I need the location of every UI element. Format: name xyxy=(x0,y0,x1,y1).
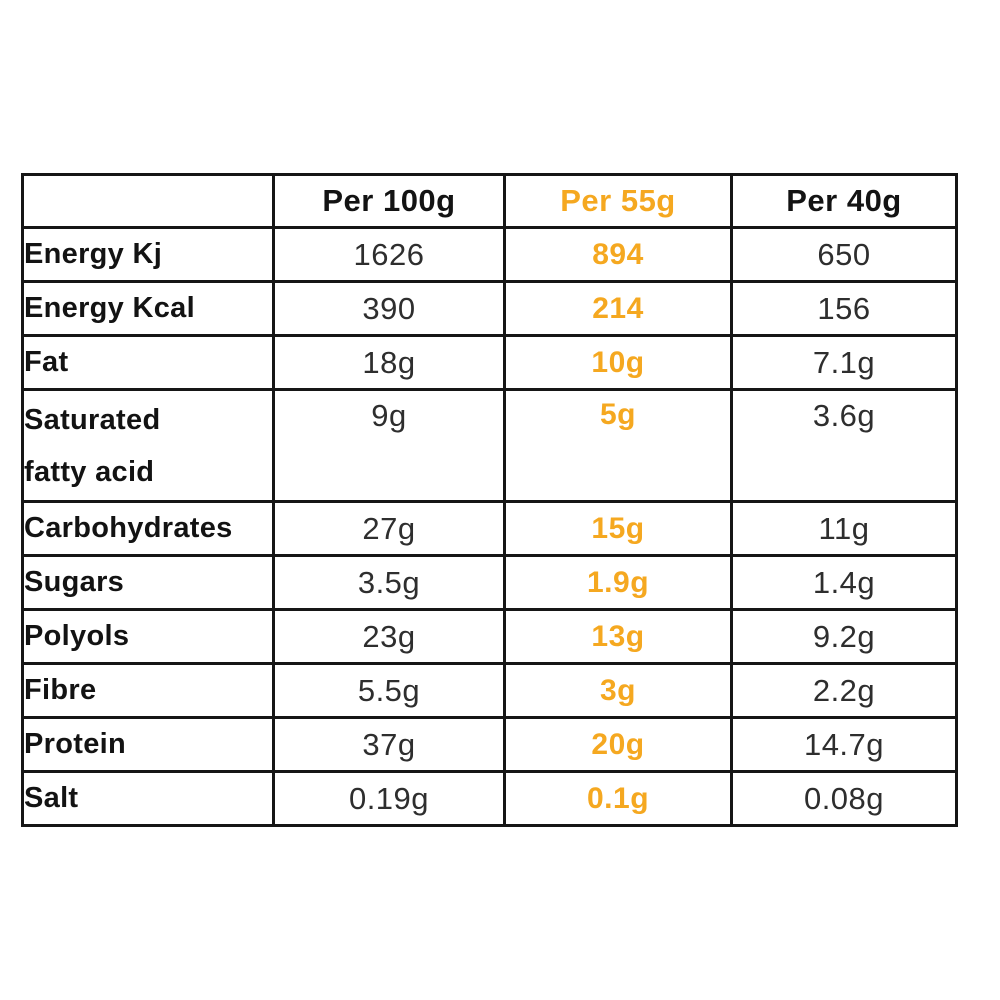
fat-per-100g: 18g xyxy=(272,334,506,391)
energy-kj-per-55g: 894 xyxy=(503,226,733,283)
energy-kcal-per-100g: 390 xyxy=(272,280,506,337)
header-per-55g: Per 55g xyxy=(503,173,733,229)
row-label-energy-kcal: Energy Kcal xyxy=(21,280,275,337)
polyols-per-40g: 9.2g xyxy=(730,608,958,665)
fibre-per-100g: 5.5g xyxy=(272,662,506,719)
row-fibre: Fibre 5.5g 3g 2.2g xyxy=(21,662,958,719)
fat-per-40g: 7.1g xyxy=(730,334,958,391)
row-carbohydrates: Carbohydrates 27g 15g 11g xyxy=(21,500,958,557)
row-label-carbohydrates: Carbohydrates xyxy=(21,500,275,557)
row-label-protein: Protein xyxy=(21,716,275,773)
carbohydrates-per-40g: 11g xyxy=(730,500,958,557)
row-label-salt: Salt xyxy=(21,770,275,827)
row-salt: Salt 0.19g 0.1g 0.08g xyxy=(21,770,958,827)
nutrition-table: Per 100g Per 55g Per 40g Energy Kj 1626 … xyxy=(21,173,958,827)
carbohydrates-per-100g: 27g xyxy=(272,500,506,557)
sugars-per-100g: 3.5g xyxy=(272,554,506,611)
header-per-100g: Per 100g xyxy=(272,173,506,229)
polyols-per-55g: 13g xyxy=(503,608,733,665)
row-energy-kcal: Energy Kcal 390 214 156 xyxy=(21,280,958,337)
header-row: Per 100g Per 55g Per 40g xyxy=(21,173,958,229)
protein-per-55g: 20g xyxy=(503,716,733,773)
header-empty-cell xyxy=(21,173,275,229)
row-saturated-fatty-acid: Saturated fatty acid 9g 5g 3.6g xyxy=(21,388,958,503)
protein-per-40g: 14.7g xyxy=(730,716,958,773)
row-label-fat: Fat xyxy=(21,334,275,391)
sugars-per-55g: 1.9g xyxy=(503,554,733,611)
fat-per-55g: 10g xyxy=(503,334,733,391)
energy-kj-per-40g: 650 xyxy=(730,226,958,283)
row-label-sugars: Sugars xyxy=(21,554,275,611)
saturated-fatty-acid-per-100g: 9g xyxy=(272,388,506,503)
energy-kcal-per-55g: 214 xyxy=(503,280,733,337)
header-per-40g: Per 40g xyxy=(730,173,958,229)
fibre-per-55g: 3g xyxy=(503,662,733,719)
row-label-energy-kj: Energy Kj xyxy=(21,226,275,283)
row-label-saturated-fatty-acid: Saturated fatty acid xyxy=(21,388,275,503)
carbohydrates-per-55g: 15g xyxy=(503,500,733,557)
salt-per-40g: 0.08g xyxy=(730,770,958,827)
energy-kj-per-100g: 1626 xyxy=(272,226,506,283)
protein-per-100g: 37g xyxy=(272,716,506,773)
row-sugars: Sugars 3.5g 1.9g 1.4g xyxy=(21,554,958,611)
row-polyols: Polyols 23g 13g 9.2g xyxy=(21,608,958,665)
row-label-polyols: Polyols xyxy=(21,608,275,665)
polyols-per-100g: 23g xyxy=(272,608,506,665)
sugars-per-40g: 1.4g xyxy=(730,554,958,611)
row-fat: Fat 18g 10g 7.1g xyxy=(21,334,958,391)
energy-kcal-per-40g: 156 xyxy=(730,280,958,337)
salt-per-100g: 0.19g xyxy=(272,770,506,827)
saturated-fatty-acid-per-55g: 5g xyxy=(503,388,733,503)
row-protein: Protein 37g 20g 14.7g xyxy=(21,716,958,773)
fibre-per-40g: 2.2g xyxy=(730,662,958,719)
row-energy-kj: Energy Kj 1626 894 650 xyxy=(21,226,958,283)
saturated-fatty-acid-per-40g: 3.6g xyxy=(730,388,958,503)
salt-per-55g: 0.1g xyxy=(503,770,733,827)
row-label-fibre: Fibre xyxy=(21,662,275,719)
